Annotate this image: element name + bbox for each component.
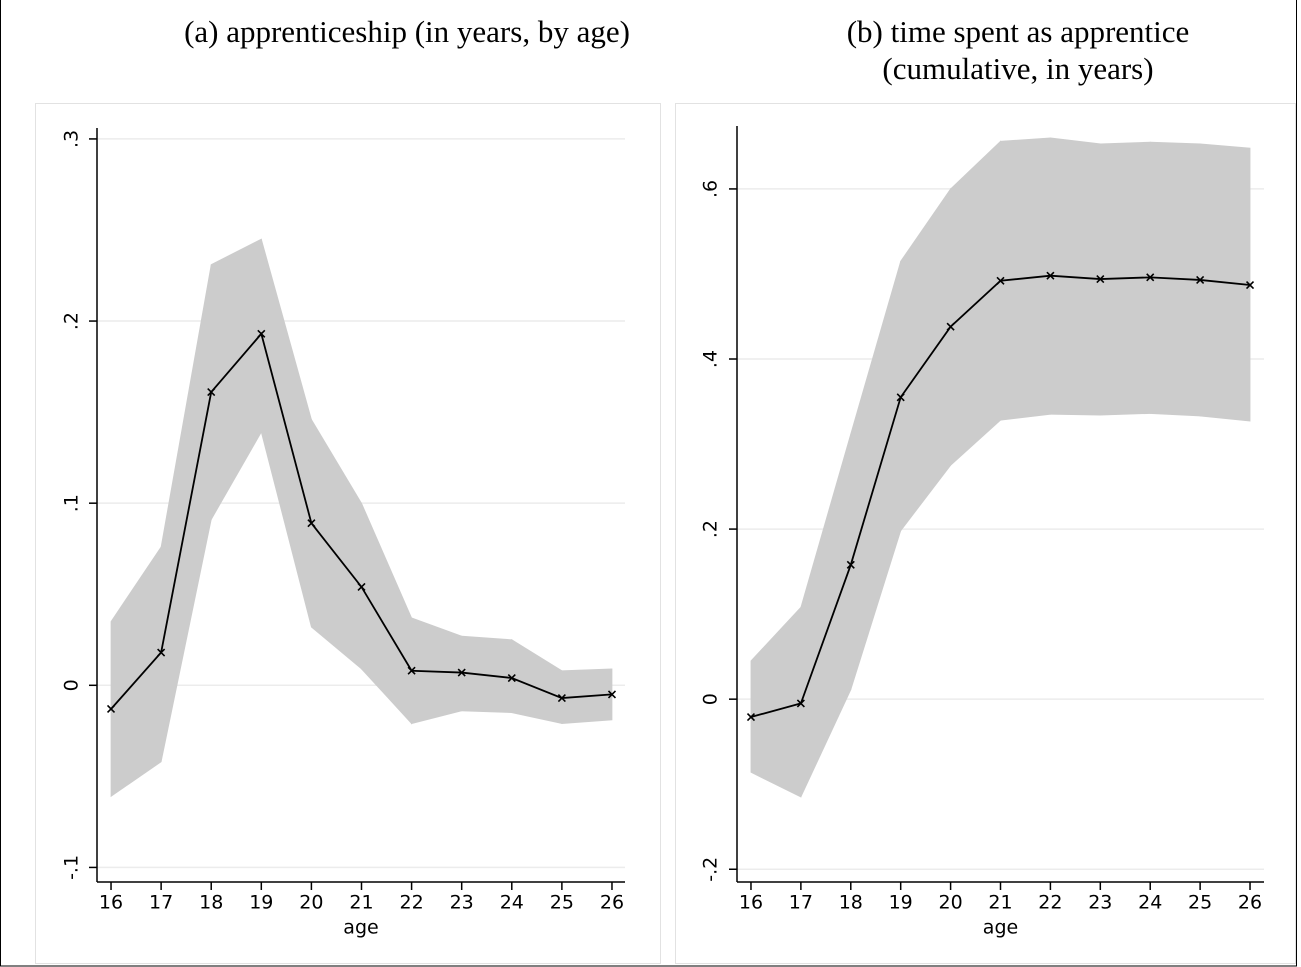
y-tick-label: .1 <box>61 494 83 512</box>
y-tick-label: .2 <box>700 520 722 538</box>
estimate-marker <box>1146 273 1155 282</box>
x-tick-label: 24 <box>1138 892 1162 914</box>
chart-title: (a) apprenticeship (in years, by age) <box>184 14 630 49</box>
x-tick-label: 17 <box>149 892 173 914</box>
x-axis-label: age <box>343 917 378 939</box>
estimate-marker <box>796 699 805 708</box>
y-tick-label: -.1 <box>61 855 83 880</box>
x-tick-label: 21 <box>988 892 1012 914</box>
x-tick-label: 25 <box>1188 892 1212 914</box>
x-tick-label: 17 <box>789 892 813 914</box>
estimate-marker <box>507 673 516 683</box>
x-tick-label: 16 <box>739 892 763 914</box>
estimate-marker <box>746 712 756 722</box>
x-tick-label: 20 <box>939 892 963 914</box>
estimate-marker <box>106 704 116 714</box>
x-tick-label: 23 <box>1088 892 1112 914</box>
estimate-marker <box>1046 271 1055 280</box>
x-tick-label: 26 <box>1238 892 1262 914</box>
chart-title: (cumulative, in years) <box>882 51 1153 86</box>
y-tick-label: .2 <box>61 312 83 330</box>
x-tick-label: 22 <box>400 892 424 914</box>
x-tick-label: 26 <box>600 892 624 914</box>
estimate-marker <box>1245 280 1255 290</box>
estimate-marker <box>407 666 416 675</box>
confidence-band <box>461 635 513 714</box>
estimate-marker <box>457 668 466 677</box>
x-tick-label: 18 <box>199 892 223 914</box>
estimate-marker <box>557 693 566 703</box>
estimate-marker <box>207 388 216 397</box>
y-tick-label: 0 <box>700 693 722 705</box>
estimate-marker <box>357 582 366 592</box>
x-tick-label: 19 <box>889 892 913 914</box>
x-tick-label: 19 <box>249 892 273 914</box>
chart-title: (b) time spent as apprentice <box>847 14 1190 49</box>
y-tick-label: .6 <box>700 180 722 198</box>
x-tick-label: 24 <box>500 892 524 914</box>
estimate-marker <box>996 276 1005 285</box>
y-tick-label: .3 <box>61 130 83 148</box>
x-tick-label: 16 <box>99 892 123 914</box>
x-tick-label: 21 <box>349 892 373 914</box>
estimate-marker <box>946 322 955 331</box>
x-tick-label: 18 <box>839 892 863 914</box>
estimate-marker <box>896 393 905 402</box>
x-tick-label: 23 <box>450 892 474 914</box>
estimate-marker <box>1196 275 1205 284</box>
x-axis-label: age <box>983 917 1018 939</box>
y-tick-label: -.2 <box>700 857 722 882</box>
y-tick-label: 0 <box>61 679 83 691</box>
estimate-marker <box>257 329 266 338</box>
estimate-marker <box>157 648 166 657</box>
x-tick-label: 22 <box>1038 892 1062 914</box>
x-tick-label: 20 <box>299 892 323 914</box>
estimate-marker <box>307 519 316 528</box>
y-tick-label: .4 <box>700 350 722 368</box>
estimate-marker <box>607 690 617 699</box>
estimate-marker <box>1096 275 1105 284</box>
x-tick-label: 25 <box>550 892 574 914</box>
estimate-marker <box>846 560 855 569</box>
